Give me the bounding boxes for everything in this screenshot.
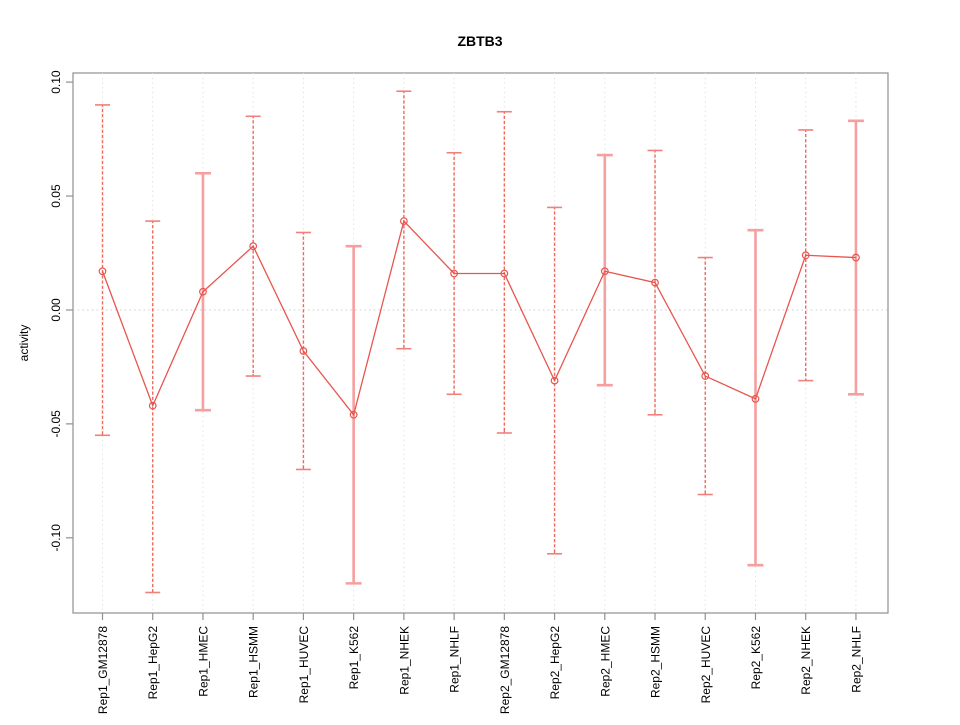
series-line — [101, 219, 856, 417]
data-point-marker — [500, 269, 509, 278]
y-tick-label: 0.00 — [49, 298, 63, 322]
x-tick-label: Rep1_HMEC — [196, 626, 210, 697]
data-point-marker — [852, 253, 860, 262]
data-point-marker — [349, 410, 358, 419]
y-tick-label: 0.10 — [49, 70, 63, 94]
y-axis-label: activity — [17, 325, 31, 362]
x-tick-label: Rep2_HUVEC — [699, 626, 713, 704]
x-tick-label: Rep2_HepG2 — [548, 626, 562, 700]
data-point-marker — [249, 242, 258, 251]
x-tick-label: Rep1_HSMM — [247, 626, 261, 698]
data-point-marker — [299, 347, 308, 355]
x-tick-label: Rep2_GM12878 — [498, 626, 512, 714]
x-tick-label: Rep2_NHLF — [849, 626, 863, 693]
data-point-marker — [98, 267, 107, 276]
data-point-markers — [98, 217, 860, 419]
plot-frame — [72, 72, 889, 614]
x-tick-label: Rep1_HepG2 — [146, 626, 160, 700]
data-point-marker — [450, 269, 459, 278]
series-line-layer — [101, 219, 856, 417]
x-tick-label: Rep1_NHEK — [397, 626, 411, 695]
x-tick-label: Rep1_NHLF — [448, 626, 462, 693]
data-point-marker — [651, 278, 659, 287]
x-tick-label: Rep2_HSMM — [649, 626, 663, 698]
data-point-marker — [148, 401, 157, 410]
x-tick-label: Rep1_K562 — [347, 626, 361, 690]
data-point-marker — [801, 251, 810, 260]
data-point-marker — [550, 376, 559, 385]
x-tick-label: Rep2_HMEC — [598, 626, 612, 697]
y-axis: 0.10 0.05 0.00 -0.05 -0.10 — [49, 70, 73, 551]
x-tick-label: Rep2_NHEK — [799, 626, 813, 695]
gridlines — [102, 73, 857, 613]
y-tick-label: -0.05 — [49, 410, 63, 438]
data-point-marker — [701, 372, 710, 380]
x-tick-label: Rep1_GM12878 — [96, 626, 110, 714]
error-bars-thick — [194, 119, 864, 585]
data-point-marker — [751, 394, 760, 403]
y-tick-label: -0.10 — [49, 524, 63, 552]
data-point-marker — [199, 287, 207, 296]
x-tick-label: Rep1_HUVEC — [297, 626, 311, 704]
chart-title: ZBTB3 — [457, 33, 502, 49]
data-point-marker — [600, 267, 609, 276]
x-axis: Rep1_GM12878 Rep1_HepG2 Rep1_HMEC Rep1_HSMM… — [96, 613, 863, 714]
y-tick-label: 0.05 — [49, 184, 63, 208]
data-point-marker — [399, 217, 408, 226]
x-tick-label: Rep2_K562 — [749, 626, 763, 690]
